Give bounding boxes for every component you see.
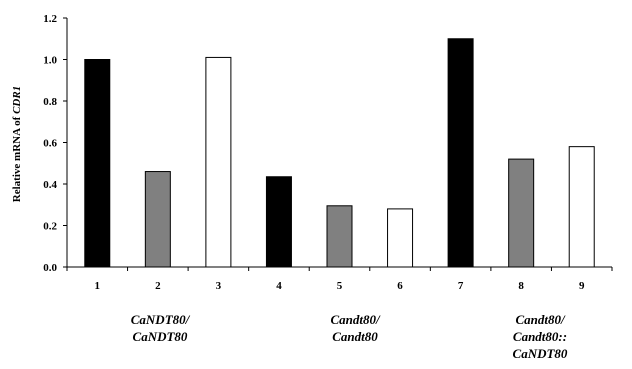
y-tick-label: 1.2 <box>43 13 57 25</box>
bar-3 <box>205 56 232 268</box>
chart-tick-labels: 0.0 0.2 0.4 0.6 0.8 1.0 1.2 1 2 3 4 5 6 7 8 9 <box>43 13 585 292</box>
y-tick-label: 0.6 <box>43 138 57 150</box>
bar-1 <box>84 59 111 268</box>
group-label-line: Candt80:: <box>512 329 568 344</box>
x-tick-label: 5 <box>337 280 343 292</box>
bar-4 <box>265 176 292 268</box>
group-label-line: CaNDT80 <box>132 329 188 344</box>
x-tick-label: 3 <box>216 280 222 292</box>
x-tick-label: 1 <box>95 280 101 292</box>
x-tick-label: 4 <box>276 280 282 292</box>
group-label-complemented: Candt80/ Candt80:: CaNDT80 <box>490 311 590 362</box>
bar-5 <box>326 205 353 268</box>
y-tick-label: 0.2 <box>43 221 57 233</box>
y-tick-label: 0.0 <box>43 262 57 274</box>
y-tick-label: 0.4 <box>43 179 57 191</box>
y-tick-label: 1.0 <box>43 55 57 67</box>
bar-8 <box>508 158 535 268</box>
x-tick-label: 7 <box>458 280 464 292</box>
x-tick-label: 9 <box>579 280 585 292</box>
group-label-line: Candt80 <box>332 329 378 344</box>
x-tick-label: 6 <box>397 280 403 292</box>
group-label-line: Candt80/ <box>515 312 565 327</box>
chart-bars <box>84 38 595 268</box>
bar-6 <box>387 208 414 268</box>
y-axis-title: Relative mRNA of CDR1 <box>11 86 23 202</box>
bar-7 <box>447 38 474 268</box>
group-label-line: CaNDT80 <box>512 346 568 361</box>
x-tick-label: 2 <box>155 280 161 292</box>
y-tick-label: 0.8 <box>43 96 57 108</box>
x-tick-label: 8 <box>518 280 524 292</box>
bar-2 <box>144 171 171 268</box>
group-label-line: Candt80/ <box>330 312 380 327</box>
group-label-mutant: Candt80/ Candt80 <box>305 311 405 345</box>
group-label-line: CaNDT80/ <box>130 312 190 327</box>
group-label-wildtype: CaNDT80/ CaNDT80 <box>110 311 210 345</box>
bar-9 <box>568 146 595 268</box>
